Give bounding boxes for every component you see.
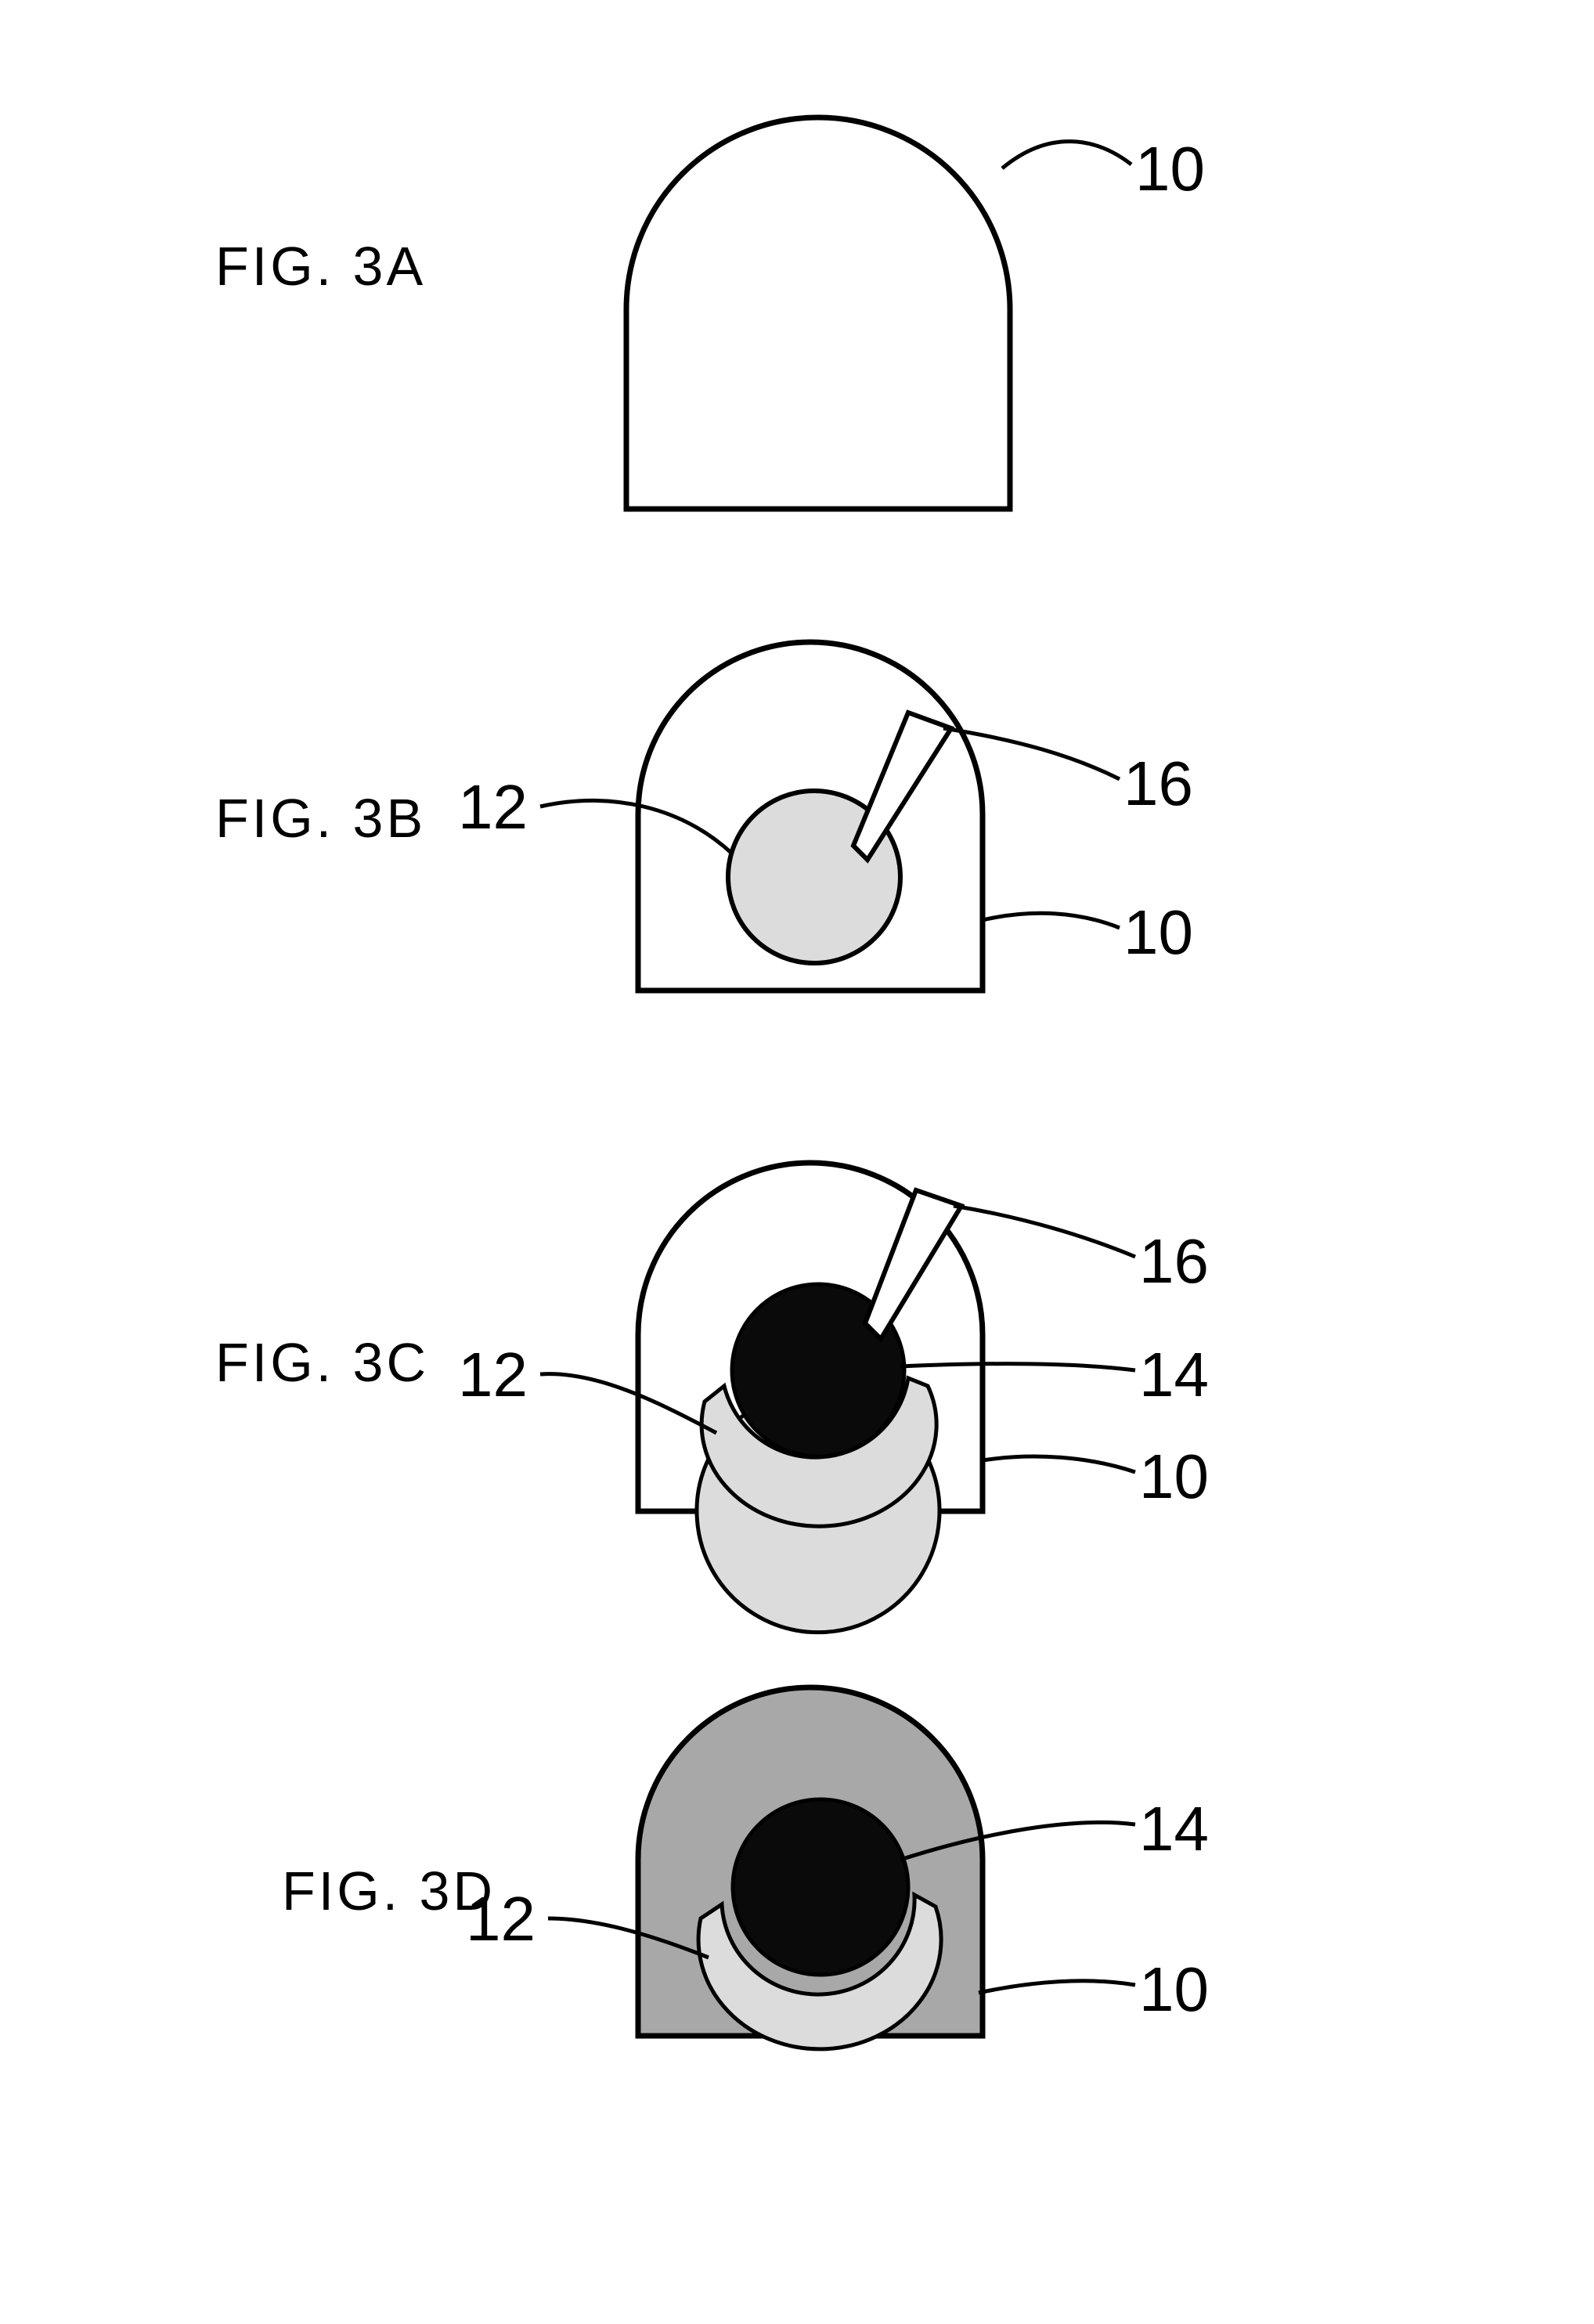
- fig-3c-shape: [540, 1163, 1135, 1633]
- fig-3a-shape: [626, 117, 1131, 509]
- fig-3d-shape: [548, 1687, 1135, 2049]
- diagram-svg: [0, 0, 1594, 2324]
- fig-3b-shape: [540, 642, 1120, 991]
